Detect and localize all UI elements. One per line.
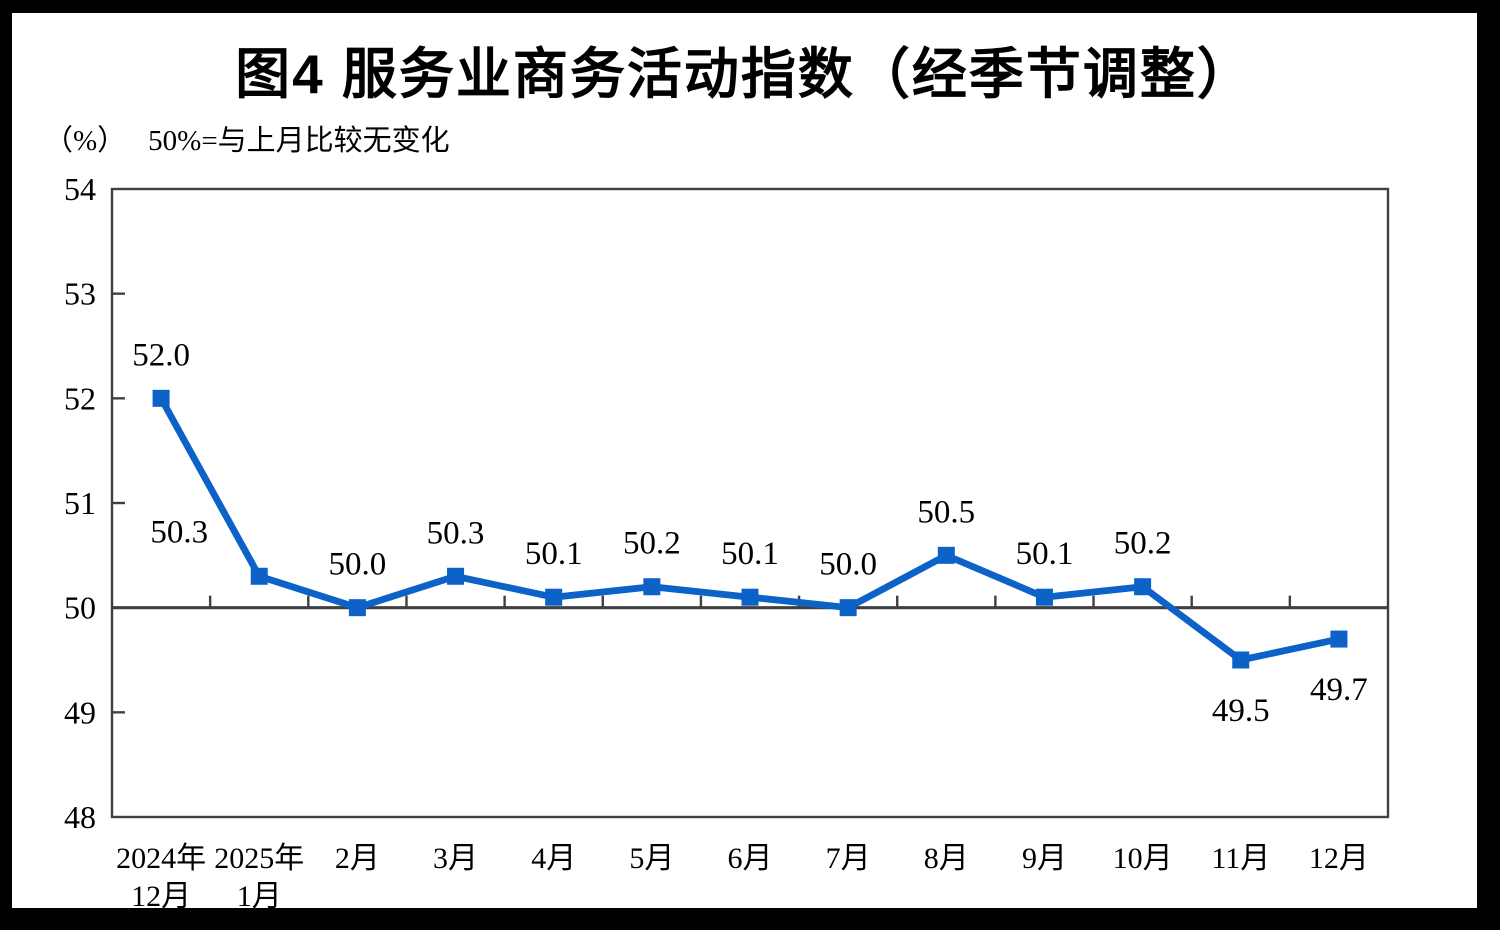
chart-title: 图4 服务业商务活动指数（经季节调整） <box>235 43 1254 105</box>
chart-subtitle: （%） 50%=与上月比较无变化 <box>44 117 450 159</box>
reference-note: 50%=与上月比较无变化 <box>148 125 450 157</box>
chart-canvas: 图4 服务业商务活动指数（经季节调整） （%） 50%=与上月比较无变化 <box>12 13 1477 908</box>
y-axis-unit-label: （%） <box>44 125 127 157</box>
